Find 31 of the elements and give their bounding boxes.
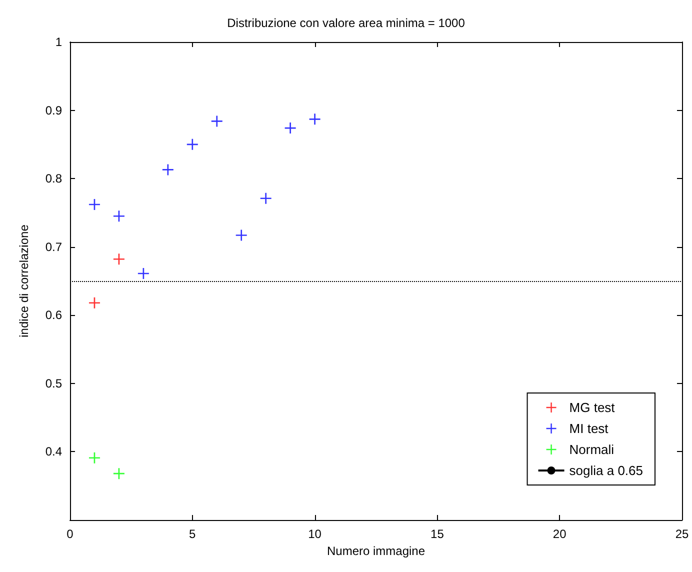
x-axis-title: Numero immagine <box>326 544 426 558</box>
y-tick-label: 1 <box>55 35 62 49</box>
y-tick-label: 0.8 <box>45 172 62 186</box>
point <box>260 192 272 204</box>
chart-title: Distribuzione con valore area minima = 1000 <box>227 16 466 30</box>
y-tick-label: 0.4 <box>45 444 62 459</box>
point <box>113 254 124 265</box>
point <box>309 114 320 125</box>
point <box>236 230 247 241</box>
point <box>284 122 296 134</box>
point <box>211 116 222 127</box>
y-tick-label: 0.9 <box>45 103 62 118</box>
point <box>88 452 100 464</box>
y-tick-label: 0.6 <box>45 308 62 322</box>
x-tick-label: 5 <box>189 527 196 541</box>
y-tick-label: 0.7 <box>45 240 62 254</box>
x-tick-label: 25 <box>675 527 689 541</box>
legend-label: MI test <box>569 421 609 436</box>
point <box>162 164 174 176</box>
legend-label: MG test <box>569 400 616 415</box>
point <box>113 210 124 222</box>
x-tick-label: 10 <box>308 527 322 541</box>
y-axis-title: indice di correlazione <box>17 224 31 338</box>
x-tick-label: 20 <box>552 527 567 541</box>
legend-label: Normali <box>569 442 614 457</box>
y-tick-label: 0.5 <box>45 376 62 390</box>
point <box>186 138 198 150</box>
point <box>88 297 100 308</box>
x-tick-label: 0 <box>66 527 74 541</box>
x-tick-label: 15 <box>430 527 444 541</box>
legend-label: soglia a 0.65 <box>569 463 644 478</box>
